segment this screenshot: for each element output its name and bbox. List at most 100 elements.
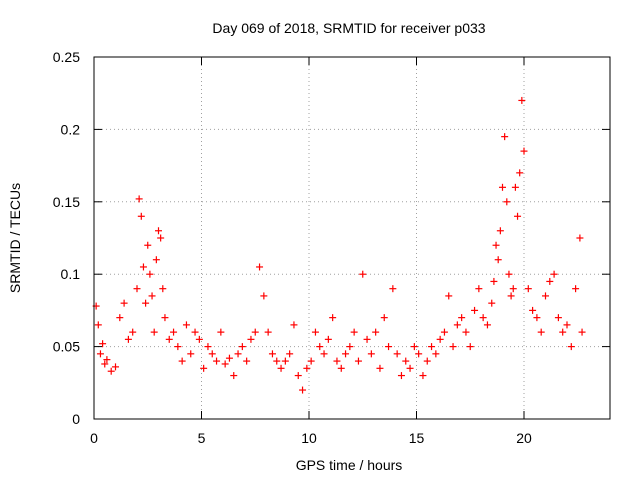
data-point [303,364,311,372]
data-point [129,328,137,336]
plot-frame [93,56,611,420]
data-point [505,270,513,278]
data-point [204,343,212,351]
data-point [514,212,522,220]
data-point [499,183,506,191]
data-point [471,306,479,314]
data-point [146,270,154,278]
x-tick-label: 0 [90,430,98,446]
data-point [494,256,502,264]
data-point [490,277,498,285]
data-point [286,350,294,358]
data-point [273,357,281,365]
data-point [195,335,203,343]
data-point [133,285,141,293]
data-point [333,357,341,365]
data-point [550,270,558,278]
data-point [572,285,580,293]
y-tick-label: 0.1 [61,266,81,282]
data-point [385,343,393,351]
data-point [324,335,332,343]
data-point [178,357,186,365]
data-point [299,386,307,394]
data-point [174,343,182,351]
tick-labels: 0 5 10 15 20 0 0.05 0.1 0.15 0.2 0.25 [53,49,532,446]
data-point [533,314,541,322]
data-point [462,328,470,336]
data-point [546,277,554,285]
data-point [247,335,255,343]
data-point [507,292,515,300]
data-point [157,234,165,242]
data-point [346,343,354,351]
data-point [238,343,246,351]
data-point [393,350,401,358]
data-point [243,357,251,365]
data-point [112,363,119,371]
data-point [524,285,532,293]
data-point [155,227,162,235]
data-point [559,328,567,336]
data-point [518,96,526,104]
data-point [488,299,496,307]
data-point [316,343,324,351]
data-point [159,285,167,293]
data-point [563,321,571,329]
data-point [466,343,474,351]
data-point [225,354,233,362]
data-point [389,285,397,293]
data-point [529,306,537,314]
y-axis-label: SRMTID / TECUs [7,183,23,293]
data-point [294,372,302,380]
chart-title: Day 069 of 2018, SRMTID for receiver p03… [212,20,485,36]
data-point [161,314,169,322]
data-point [182,321,190,329]
data-point [516,169,524,177]
data-point [251,328,259,336]
data-point [187,350,195,358]
data-point [554,314,562,322]
y-tick-label: 0.2 [61,121,81,137]
data-point [200,364,208,372]
data-point [542,292,549,300]
data-point [520,147,528,155]
data-points [92,96,586,394]
data-point [445,292,453,300]
data-point [511,183,519,191]
data-point [440,328,448,336]
data-point [415,350,423,358]
x-axis-label: GPS time / hours [296,457,403,473]
data-point [479,314,487,322]
x-tick-label: 20 [516,430,532,446]
data-point [144,241,152,249]
data-point [124,335,132,343]
data-point [492,241,500,249]
data-point [410,343,418,351]
data-point [436,335,444,343]
y-tick-label: 0.05 [53,339,80,355]
y-tick-label: 0 [72,411,80,427]
data-point [329,314,337,322]
data-point [432,350,440,358]
data-point [380,314,388,322]
x-tick-label: 10 [301,430,317,446]
data-point [496,227,504,235]
data-point [142,299,150,307]
data-point [94,321,102,329]
data-point [503,198,511,206]
data-point [449,343,457,351]
data-point [152,256,160,264]
data-point [103,356,111,364]
data-point [135,195,143,203]
data-point [277,364,285,372]
data-point [170,328,178,336]
data-point [397,372,405,380]
data-point [120,299,128,307]
x-tick-label: 15 [409,430,425,446]
data-point [208,350,216,358]
data-point [311,328,319,336]
axis-ticks [93,56,610,420]
grid-lines [94,57,610,419]
data-point [234,350,242,358]
